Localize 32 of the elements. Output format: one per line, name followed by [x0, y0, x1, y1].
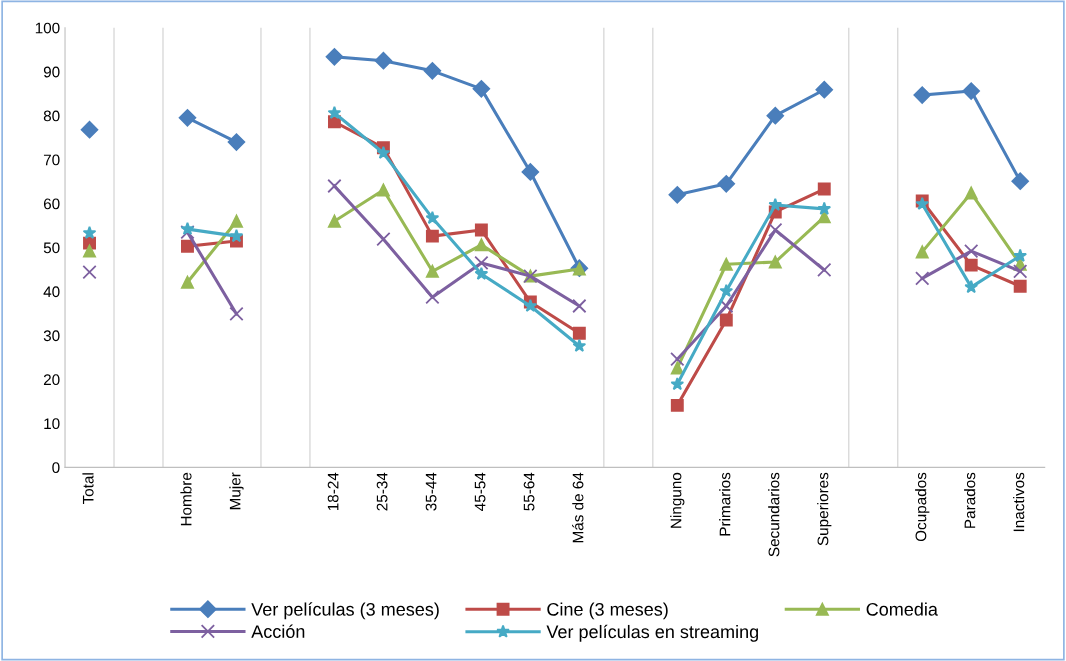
legend-label: Acción	[251, 624, 305, 638]
x-tick-label: 35-44	[425, 472, 437, 511]
x-tick-label: Total	[82, 473, 94, 505]
legend-label: Ver películas (3 meses)	[251, 602, 439, 620]
legend-label: Cine (3 meses)	[547, 602, 668, 620]
x-tick-label: Hombre	[180, 472, 192, 526]
x-tick-label: Inactivos	[1013, 472, 1025, 532]
x-tick-label: Más de 64	[572, 472, 584, 543]
x-tick-label: Primarios	[719, 472, 731, 536]
x-tick-label: Mujer	[229, 472, 244, 510]
y-tick-label: 50	[43, 242, 60, 254]
y-tick-label: 90	[43, 66, 60, 78]
y-tick-label: 60	[43, 198, 60, 210]
y-tick-label: 10	[44, 418, 60, 430]
x-tick-label: 25-34	[376, 472, 388, 511]
x-tick-label: Ninguno	[670, 472, 685, 528]
x-tick-label: Superiores	[817, 472, 832, 546]
x-tick-label: 18-24	[327, 472, 339, 511]
x-tick-label: 45-54	[474, 472, 486, 511]
x-tick-label: Ocupados	[915, 472, 930, 542]
y-tick-label: 30	[43, 330, 60, 342]
legend-label: Comedia	[866, 602, 938, 616]
y-tick-label: 0	[52, 462, 60, 474]
y-tick-label: 70	[43, 154, 60, 166]
y-tick-label: 20	[43, 374, 60, 386]
x-tick-label: 55-64	[523, 472, 535, 511]
x-tick-label: Parados	[964, 472, 976, 528]
legend-label: Ver películas en streaming	[546, 624, 758, 642]
y-tick-label: 40	[43, 286, 60, 298]
y-tick-label: 100	[35, 22, 60, 34]
y-tick-label: 80	[43, 110, 60, 122]
x-tick-label: Secundarios	[768, 472, 780, 557]
